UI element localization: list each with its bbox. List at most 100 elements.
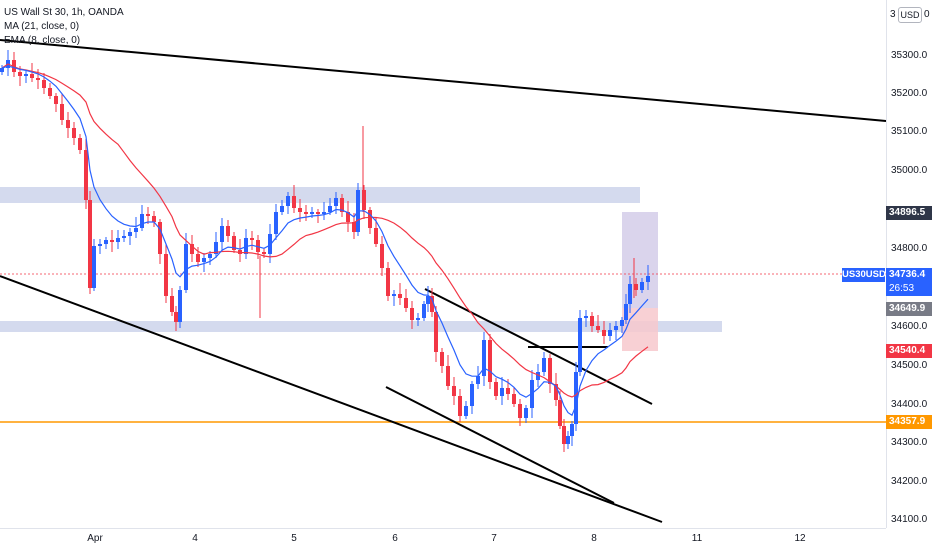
symbol-title[interactable]: US Wall St 30, 1h, OANDA: [4, 7, 124, 18]
candle-body: [452, 386, 456, 396]
support-zone: [0, 321, 722, 332]
candle-body: [316, 212, 320, 214]
time-tick-label: 6: [392, 533, 398, 544]
candle-body: [104, 240, 108, 244]
candle-body: [542, 358, 546, 372]
candle-body: [340, 198, 344, 212]
time-tick-label: 8: [591, 533, 597, 544]
candle-body: [430, 296, 434, 312]
candle-body: [232, 236, 236, 250]
candle-body: [476, 376, 480, 384]
currency-button[interactable]: USD: [898, 7, 922, 23]
candle-body: [262, 252, 266, 254]
candle-body: [554, 384, 558, 400]
price-tick-label: 34300.0: [891, 437, 928, 448]
candle-body: [574, 372, 578, 424]
candle-body: [280, 206, 284, 212]
price-axis-top-tick-tail: 0: [924, 9, 930, 20]
ema-line: [1, 65, 649, 417]
candle-body: [66, 120, 70, 128]
candle-body: [30, 74, 34, 78]
chart-canvas[interactable]: [0, 0, 886, 528]
candle-body: [54, 96, 58, 104]
candle-body: [158, 222, 162, 254]
candle-body: [48, 88, 52, 96]
candle-body: [310, 212, 314, 214]
ma-indicator-label[interactable]: MA (21, close, 0): [4, 21, 80, 32]
candle-body: [322, 212, 326, 214]
candle-body: [434, 312, 438, 352]
candle-body: [226, 226, 230, 236]
candle-body: [146, 214, 150, 216]
candle-body: [570, 424, 574, 436]
candle-body: [170, 296, 174, 312]
candle-body: [404, 298, 408, 308]
candle-body: [110, 240, 114, 242]
price-tick-label: 35100.0: [891, 126, 928, 137]
candle-body: [640, 282, 644, 290]
candle-body: [458, 396, 462, 416]
candle-body: [98, 244, 102, 246]
candle-body: [84, 150, 88, 200]
price-tick-label: 35300.0: [891, 50, 928, 61]
price-tick-label: 34400.0: [891, 399, 928, 410]
lower-channel-line: [0, 275, 663, 523]
candle-body: [88, 200, 92, 288]
candle-body: [220, 226, 224, 242]
candle-body: [128, 232, 132, 236]
time-axis[interactable]: Apr 4 5 6 7 8 11 12: [0, 528, 886, 551]
candle-body: [346, 212, 350, 222]
candle-body: [304, 212, 308, 214]
candle-body: [122, 236, 126, 238]
time-tick-label: 5: [291, 533, 297, 544]
price-tick-label: 34600.0: [891, 321, 928, 332]
ema-indicator-label[interactable]: EMA (8, close, 0): [4, 35, 81, 46]
candle-body: [174, 312, 178, 322]
price-tick-label: 34500.0: [891, 360, 928, 371]
candle-body: [292, 196, 296, 208]
candle-body: [584, 316, 588, 318]
candle-body: [386, 268, 390, 296]
wedge-lower-line: [385, 386, 615, 504]
candle-body: [646, 276, 650, 282]
candle-body: [202, 258, 206, 262]
candle-body: [524, 408, 528, 418]
countdown-label: 26:53: [886, 282, 932, 296]
entry-price-label: 34649.9: [886, 302, 932, 316]
candle-body: [368, 210, 372, 228]
candle-body: [72, 128, 76, 138]
candle-body: [152, 216, 156, 222]
candle-body: [614, 326, 618, 330]
candle-body: [18, 72, 22, 76]
stop-price-label: 34540.4: [886, 344, 932, 358]
target-price-label: 34896.5: [886, 206, 932, 220]
candle-body: [250, 238, 254, 240]
candle-body: [286, 196, 290, 206]
time-tick-label: 12: [794, 533, 806, 544]
time-tick-label: 4: [192, 533, 198, 544]
candle-body: [620, 320, 624, 326]
price-tick-label: 34200.0: [891, 476, 928, 487]
candle-body: [140, 214, 144, 228]
candle-body: [196, 254, 200, 262]
price-axis[interactable]: 35300.0 35200.0 35100.0 35000.0 34800.0 34600…: [886, 0, 932, 528]
candle-body: [426, 296, 430, 304]
candle-body: [624, 304, 628, 320]
candle-body: [328, 206, 332, 212]
candle-body: [208, 254, 212, 258]
chart-area[interactable]: US Wall St 30, 1h, OANDA MA (21, close, …: [0, 0, 886, 528]
candle-body: [398, 294, 402, 298]
candle-body: [518, 404, 522, 418]
candle-body: [596, 326, 600, 330]
candle-body: [334, 198, 338, 206]
price-tick-label: 34800.0: [891, 243, 928, 254]
candle-body: [494, 382, 498, 396]
candle-body: [440, 352, 444, 366]
candle-body: [512, 394, 516, 404]
candle-body: [608, 330, 612, 336]
target-zone: [622, 212, 658, 308]
candle-body: [0, 68, 4, 72]
time-tick-label: 11: [691, 533, 703, 544]
candle-body: [416, 318, 420, 320]
candle-body: [500, 388, 504, 396]
